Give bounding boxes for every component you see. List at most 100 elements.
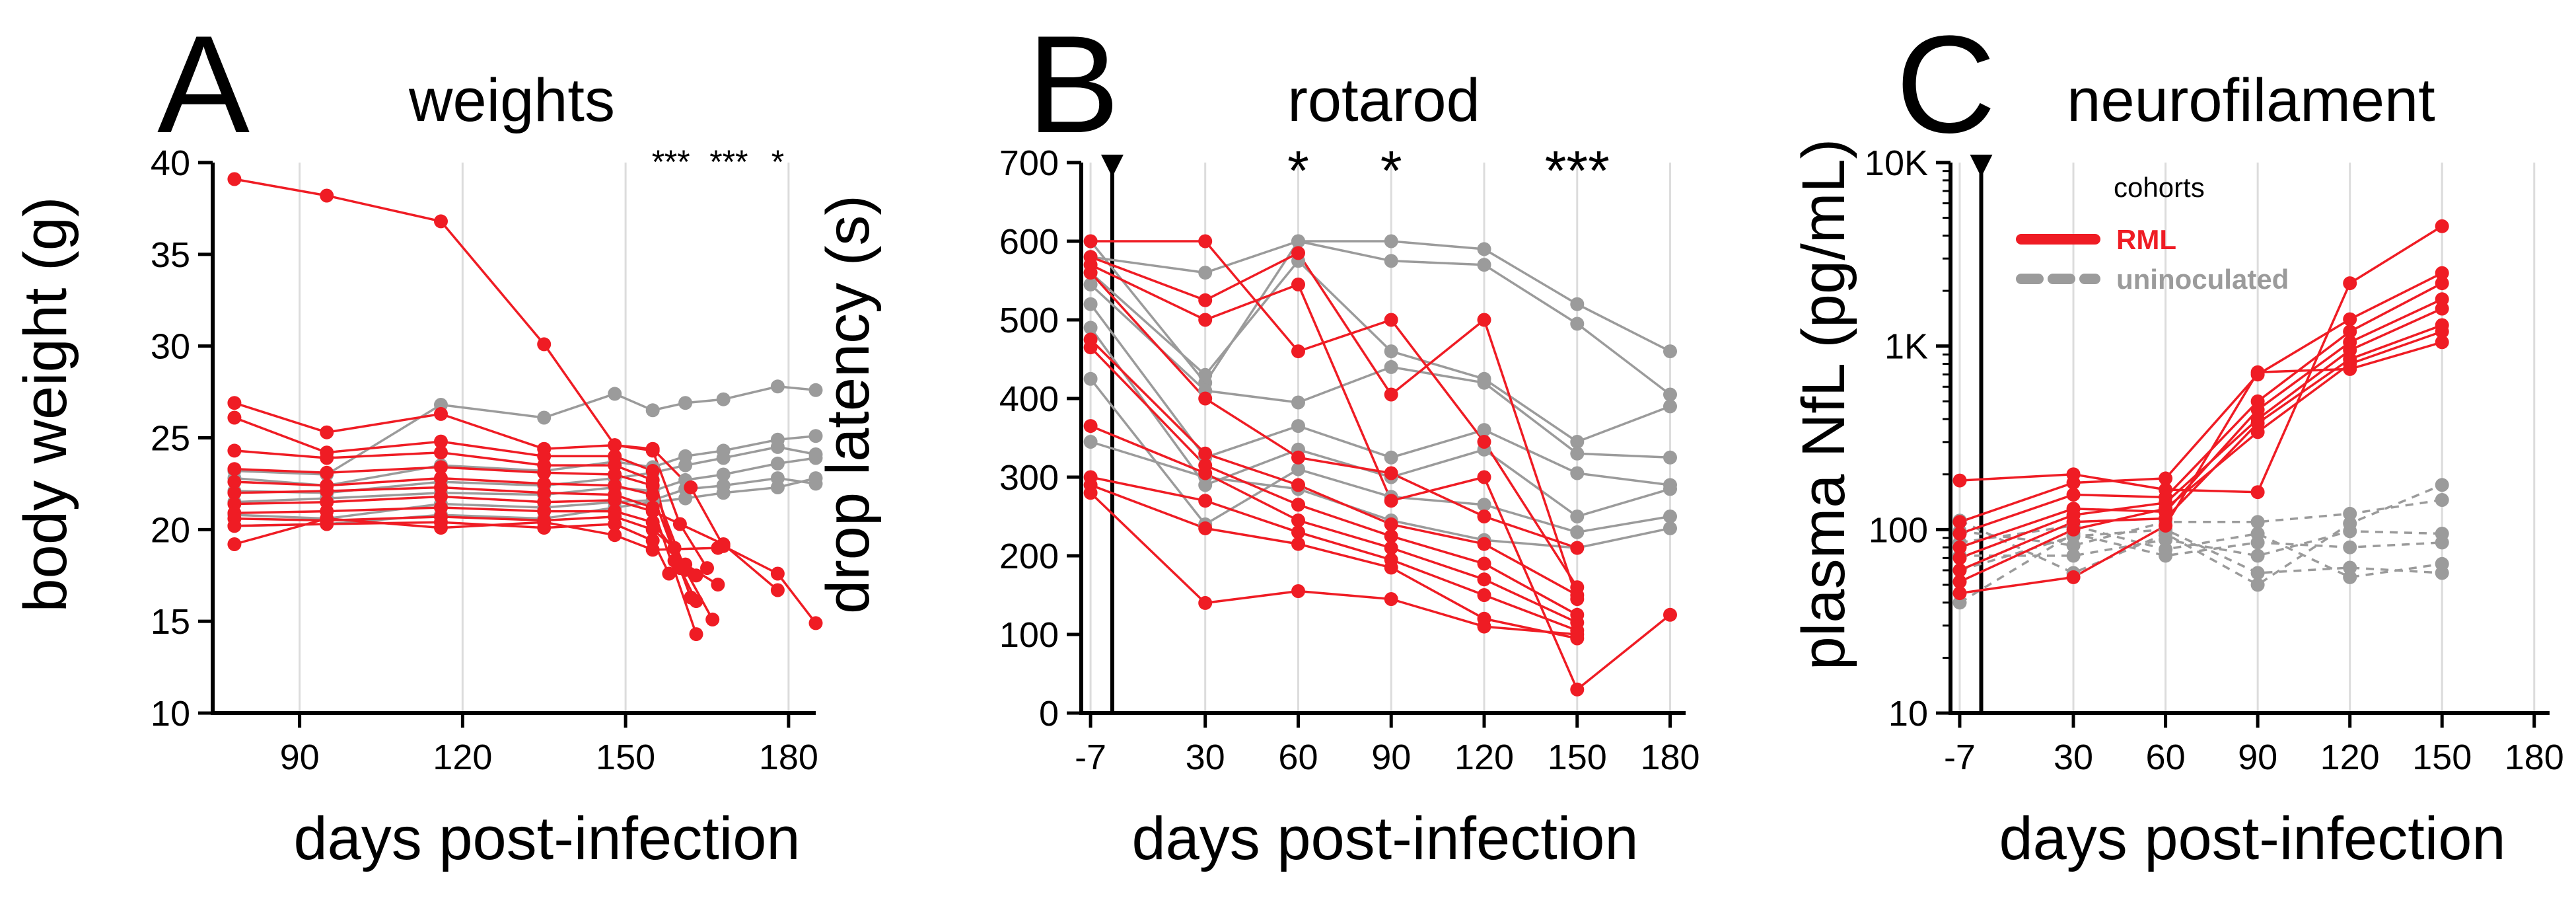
panel-b-series-rml-line xyxy=(1090,484,1578,640)
panel-b-ytick-label: 200 xyxy=(999,537,1059,576)
panel-b-point-rml xyxy=(1083,419,1098,434)
panel-b-point-uninoculated xyxy=(1477,242,1491,256)
panel-c-neurofilament: C neurofilament days post-infection plas… xyxy=(1790,7,2564,872)
panel-b-point-uninoculated xyxy=(1663,450,1677,465)
panel-a-point-uninoculated xyxy=(770,456,785,471)
panel-c-point-uninoculated xyxy=(2250,578,2265,592)
panel-c-series-rml-line xyxy=(1959,225,2443,494)
panel-b-point-uninoculated xyxy=(1291,462,1305,476)
panel-b-point-uninoculated xyxy=(1570,435,1585,449)
panel-b-series-rml-line xyxy=(1089,346,1578,616)
panel-c-point-uninoculated xyxy=(2159,549,2173,563)
panel-b-point-rml xyxy=(1384,529,1398,543)
panel-b-point-rml xyxy=(1198,293,1213,307)
panel-b-point-uninoculated xyxy=(1083,321,1098,335)
panel-c-point-uninoculated xyxy=(2435,535,2449,550)
panel-a-point-uninoculated xyxy=(716,451,731,465)
panel-b-event-triangle xyxy=(1100,155,1124,177)
panel-b-series-uninoculated-line xyxy=(1089,240,1671,384)
panel-c-point-rml xyxy=(2250,485,2265,500)
panel-b-point-rml xyxy=(1291,478,1305,492)
panel-b-ytick-label: 100 xyxy=(999,615,1059,655)
panel-b-point-uninoculated xyxy=(1083,297,1098,311)
panel-b-point-uninoculated xyxy=(1291,395,1305,410)
panel-c-series-rml-line xyxy=(1959,341,2443,595)
panel-a-point-rml xyxy=(808,616,823,630)
panel-c-series-rml-line xyxy=(1959,330,2443,583)
panel-b-point-rml xyxy=(1291,584,1305,598)
panel-a-point-rml xyxy=(434,445,448,460)
panel-a-point-rml xyxy=(705,612,720,627)
panel-c-point-rml xyxy=(2343,361,2357,376)
panel-a-ylabel: body weight (g) xyxy=(12,197,79,613)
panel-b-point-rml xyxy=(1384,466,1398,480)
panel-c-ytick-label: 100 xyxy=(1869,510,1928,550)
panel-b-point-rml xyxy=(1291,344,1305,359)
panel-a-xlabel: days post-infection xyxy=(293,805,800,872)
panel-b-point-rml xyxy=(1570,588,1585,602)
panel-a-point-rml xyxy=(711,541,725,555)
panel-b-point-rml xyxy=(1477,470,1491,484)
panel-a-point-uninoculated xyxy=(716,467,731,482)
panel-c-point-rml xyxy=(2159,502,2173,516)
panel-b-point-rml xyxy=(1083,234,1098,248)
panel-a-point-rml xyxy=(645,488,660,502)
panel-b-ylabel: drop latency (s) xyxy=(814,195,882,614)
panel-b-point-rml xyxy=(1477,588,1491,602)
panel-c-point-rml xyxy=(1952,473,1967,488)
panel-a-point-rml xyxy=(608,517,622,531)
panel-b-ytick-label: 700 xyxy=(999,143,1059,183)
panel-b-point-rml xyxy=(1570,627,1585,642)
panel-c-xtick-label: -7 xyxy=(1944,738,1976,777)
panel-a-point-rml xyxy=(672,517,687,531)
panel-b-point-uninoculated xyxy=(1663,344,1677,359)
panel-b-point-rml xyxy=(1477,537,1491,551)
panel-b-point-uninoculated xyxy=(1663,482,1677,496)
panel-c-point-rml xyxy=(2159,471,2173,486)
panel-a-point-uninoculated xyxy=(678,458,693,473)
panel-a-xtick-label: 180 xyxy=(759,738,818,777)
panel-b-point-rml xyxy=(1477,572,1491,587)
panel-b-point-uninoculated xyxy=(1663,521,1677,535)
panel-a-point-rml xyxy=(667,541,682,555)
panel-letter-c: C xyxy=(1896,7,1996,162)
panel-c-point-rml xyxy=(2435,266,2449,280)
panel-a-series-uninoculated-line xyxy=(234,445,816,494)
panel-a-series-uninoculated-line xyxy=(234,385,816,476)
panel-a-point-rml xyxy=(684,590,698,605)
panel-c-point-rml xyxy=(2343,324,2357,339)
panel-a-point-uninoculated xyxy=(770,439,785,454)
panel-c-xtick-label: 150 xyxy=(2412,738,2472,777)
panel-b-point-rml xyxy=(1477,510,1491,523)
panel-c-xlabel: days post-infection xyxy=(1999,805,2505,872)
panel-b-point-uninoculated xyxy=(1477,258,1491,272)
panel-a-series-rml-line xyxy=(234,495,779,591)
panel-a-point-rml xyxy=(537,515,552,529)
panel-a-point-uninoculated xyxy=(808,451,823,465)
panel-a-xtick-label: 90 xyxy=(280,738,320,777)
panel-b-significance-stars: *** xyxy=(1545,139,1610,202)
panel-b-series-rml-line xyxy=(1091,240,1579,588)
panel-c-title: neurofilament xyxy=(2067,67,2435,134)
panel-b-series-rml-line xyxy=(1089,492,1577,636)
panel-b-point-rml xyxy=(1291,450,1305,465)
panel-c-xtick-label: 120 xyxy=(2320,738,2380,777)
panel-b-point-uninoculated xyxy=(1384,254,1398,268)
panel-b-xtick-label: -7 xyxy=(1075,738,1106,777)
panel-b-point-uninoculated xyxy=(1477,423,1491,437)
panel-a-point-rml xyxy=(662,566,676,581)
panel-b-point-uninoculated xyxy=(1384,450,1398,465)
panel-a-point-rml xyxy=(711,578,725,592)
panel-b-point-uninoculated xyxy=(1198,367,1213,382)
panel-a-point-uninoculated xyxy=(770,480,785,494)
panel-c-point-uninoculated xyxy=(2343,524,2357,539)
panel-b-series-rml-line xyxy=(1089,272,1578,549)
panel-b-xtick-label: 120 xyxy=(1454,738,1514,777)
panel-b-point-rml xyxy=(1384,560,1398,575)
panel-a-point-rml xyxy=(645,522,660,537)
panel-a-ytick-label: 10 xyxy=(151,694,190,734)
panel-a-point-rml xyxy=(689,627,703,642)
panel-a-title: weights xyxy=(408,67,615,134)
panel-a-point-rml xyxy=(608,528,622,543)
